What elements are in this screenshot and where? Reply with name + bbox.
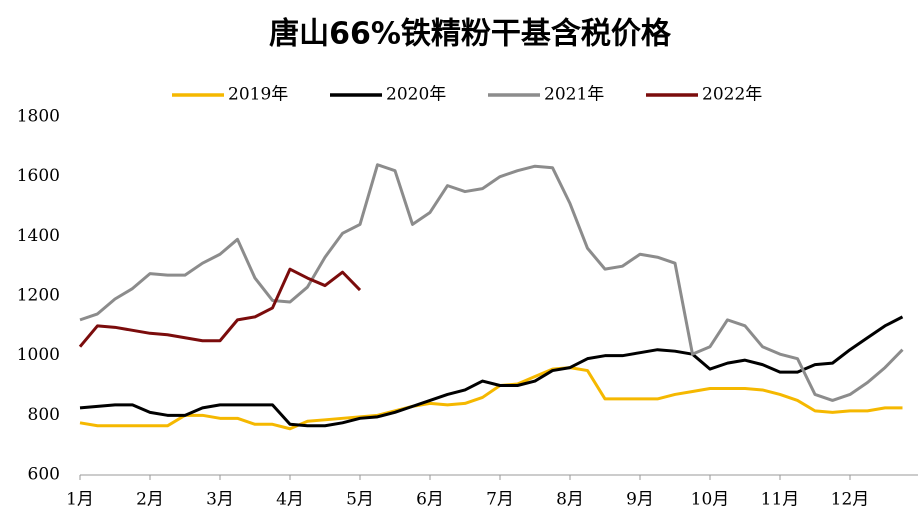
x-tick-label: 8月 bbox=[556, 490, 584, 510]
x-tick-label: 7月 bbox=[486, 490, 514, 510]
legend-label: 2020年 bbox=[386, 85, 446, 105]
legend-label: 2019年 bbox=[228, 85, 288, 105]
y-tick-label: 1400 bbox=[17, 226, 60, 246]
x-tick-label: 6月 bbox=[416, 490, 444, 510]
chart-title: 唐山66%铁精粉干基含税价格 bbox=[269, 17, 672, 52]
x-tick-label: 1月 bbox=[66, 490, 94, 510]
y-tick-label: 1000 bbox=[17, 345, 60, 365]
legend-label: 2021年 bbox=[544, 85, 604, 105]
y-tick-label: 1600 bbox=[17, 166, 60, 186]
y-tick-label: 600 bbox=[28, 465, 60, 485]
x-tick-label: 9月 bbox=[626, 490, 654, 510]
legend-label: 2022年 bbox=[702, 85, 762, 105]
x-tick-label: 2月 bbox=[136, 490, 164, 510]
x-tick-label: 3月 bbox=[206, 490, 234, 510]
x-tick-label: 11月 bbox=[761, 490, 800, 510]
x-tick-label: 12月 bbox=[831, 490, 870, 510]
line-series bbox=[79, 163, 904, 402]
x-tick-label: 10月 bbox=[691, 490, 730, 510]
x-tick-label: 4月 bbox=[276, 490, 304, 510]
y-tick-label: 1200 bbox=[17, 286, 60, 306]
line-series bbox=[79, 315, 904, 428]
y-tick-label: 1800 bbox=[17, 107, 60, 127]
x-tick-label: 5月 bbox=[346, 490, 374, 510]
line-series bbox=[78, 267, 362, 348]
line-series bbox=[79, 366, 903, 431]
y-tick-label: 800 bbox=[28, 405, 60, 425]
